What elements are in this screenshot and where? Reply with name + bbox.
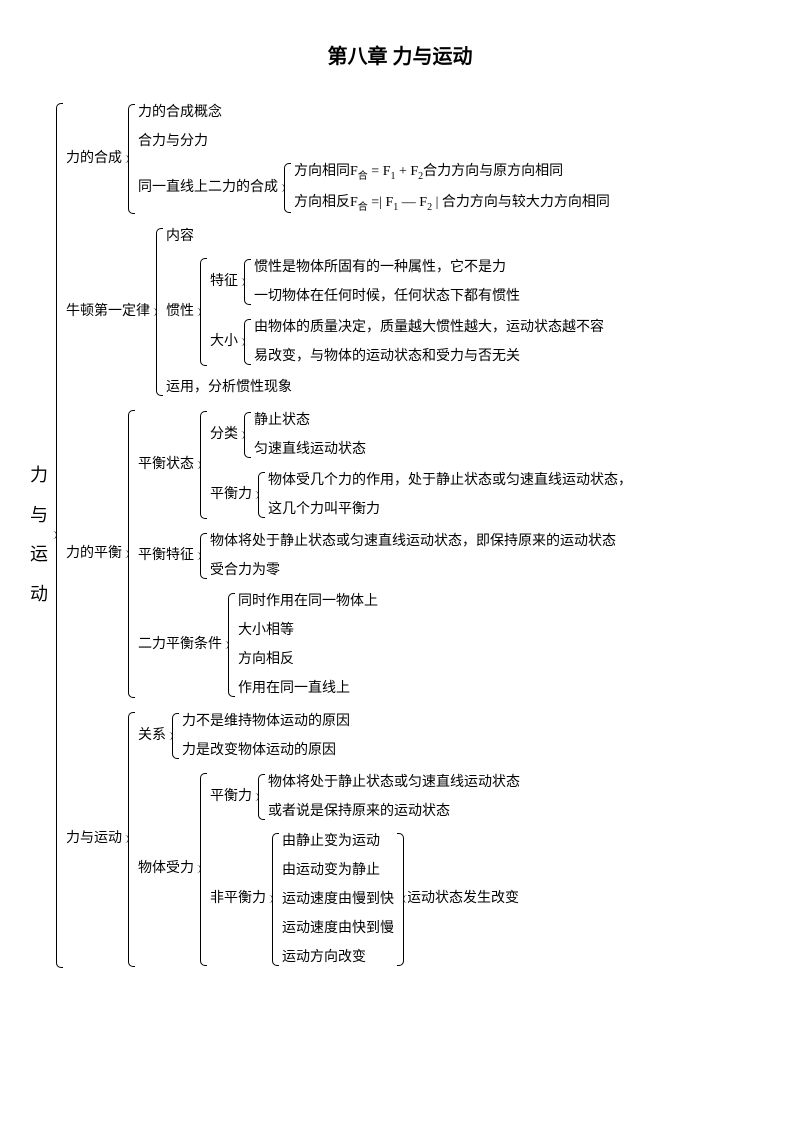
subtree: 平衡力 物体受几个力的作用，处于静止状态或匀速直线运动状态， 这几个力叫平衡力 [210, 468, 632, 522]
section-balance: 力的平衡 平衡状态 分类 静止状态 匀速直线运动状态 [66, 406, 632, 702]
leaf: 作用在同一直线上 [238, 677, 378, 700]
leaf: 内容 [166, 225, 604, 248]
leaf: 受合力为零 [210, 559, 616, 582]
subtree: 平衡特征 物体将处于静止状态或匀速直线运动状态，即保持原来的运动状态 受合力为零 [138, 529, 632, 583]
subtree: 物体受力 平衡力 物体将处于静止状态或匀速直线运动状态 或者说是保持原来的运动状… [138, 769, 522, 970]
brace-right-icon [397, 829, 407, 970]
label-newton: 牛顿第一定律 [66, 302, 153, 322]
subtree: 同一直线上二力的合成 方向相同F合 = F1 + F2合力方向与原方向相同 方向… [138, 159, 610, 217]
leaf: 这几个力叫平衡力 [268, 498, 632, 521]
subtree: 大小 由物体的质量决定，质量越大惯性越大，运动状态越不容 易改变，与物体的运动状… [210, 315, 604, 369]
label: 平衡力 [210, 485, 255, 505]
leaf: 运动方向改变 [282, 946, 394, 969]
brace-icon [241, 315, 251, 369]
label: 分类 [210, 425, 241, 445]
brace-icon [197, 407, 207, 523]
label: 平衡特征 [138, 546, 197, 566]
brace-icon [197, 254, 207, 370]
brace-icon [197, 769, 207, 970]
label-balance: 力的平衡 [66, 544, 125, 564]
leaf: 匀速直线运动状态 [254, 438, 366, 461]
subtree-inertia: 惯性 特征 惯性是物体所固有的一种属性，它不是力 一切物体在任何时候，任何状态下… [166, 254, 604, 370]
brace-icon [269, 829, 279, 970]
leaf: 静止状态 [254, 409, 366, 432]
brace-icon [153, 224, 163, 400]
leaf: 方向相反 [238, 648, 378, 671]
leaf: 或者说是保持原来的运动状态 [268, 800, 520, 823]
root-tree: 力与运动 力的合成 力的合成概念 合力与分力 同一直线上二力的合成 方向相同F合… [30, 99, 770, 972]
subtree: 特征 惯性是物体所固有的一种属性，它不是力 一切物体在任何时候，任何状态下都有惯… [210, 255, 604, 309]
leaf: 由物体的质量决定，质量越大惯性越大，运动状态越不容 [254, 316, 604, 339]
leaf: 一切物体在任何时候，任何状态下都有惯性 [254, 285, 520, 308]
label: 平衡力 [210, 787, 255, 807]
label: 同一直线上二力的合成 [138, 178, 281, 198]
section-newton: 牛顿第一定律 内容 惯性 特征 惯性是物体所固有的一种属性，它不是力 一切物体在… [66, 224, 632, 400]
root-label: 力与运动 [30, 456, 53, 614]
brace-icon [197, 529, 207, 583]
subtree: 二力平衡条件 同时作用在同一物体上 大小相等 方向相反 作用在同一直线上 [138, 589, 632, 701]
leaf: 运用，分析惯性现象 [166, 376, 604, 399]
brace-icon [125, 100, 135, 218]
leaf: 易改变，与物体的运动状态和受力与否无关 [254, 345, 604, 368]
leaf: 合力与分力 [138, 130, 610, 153]
brace-icon [225, 589, 235, 701]
label: 物体受力 [138, 859, 197, 879]
section-force-motion: 力与运动 关系 力不是维持物体运动的原因 力是改变物体运动的原因 物体受力 [66, 708, 632, 971]
brace-icon [241, 255, 251, 309]
label: 非平衡力 [210, 889, 269, 909]
leaf: 力不是维持物体运动的原因 [182, 710, 350, 733]
leaf: 物体将处于静止状态或匀速直线运动状态 [268, 771, 520, 794]
label-force-motion: 力与运动 [66, 829, 125, 849]
brace-icon [255, 468, 265, 522]
brace-icon [125, 708, 135, 971]
label: 平衡状态 [138, 455, 197, 475]
label: 二力平衡条件 [138, 635, 225, 655]
leaf: 惯性是物体所固有的一种属性，它不是力 [254, 256, 520, 279]
leaf: 力的合成概念 [138, 101, 610, 124]
brace-icon [169, 709, 179, 763]
brace-icon [281, 159, 291, 217]
label: 大小 [210, 332, 241, 352]
label: 关系 [138, 726, 169, 746]
brace-icon [53, 99, 63, 972]
label-composition: 力的合成 [66, 149, 125, 169]
leaf-formula: 方向相反F合 =| F1 — F2 | 合力方向与较大力方向相同 [294, 191, 610, 216]
subtree-nonbalanced: 非平衡力 由静止变为运动 由运动变为静止 运动速度由慢到快 运动速度由快到慢 运… [210, 829, 522, 970]
leaf: 运动速度由慢到快 [282, 888, 394, 911]
leaf: 力是改变物体运动的原因 [182, 739, 350, 762]
subtree: 平衡力 物体将处于静止状态或匀速直线运动状态 或者说是保持原来的运动状态 [210, 770, 522, 824]
subtree: 平衡状态 分类 静止状态 匀速直线运动状态 平衡力 [138, 407, 632, 523]
leaf: 大小相等 [238, 619, 378, 642]
section-composition: 力的合成 力的合成概念 合力与分力 同一直线上二力的合成 方向相同F合 = F1… [66, 100, 632, 218]
tail-label: 运动状态发生改变 [407, 889, 522, 909]
leaf: 由静止变为运动 [282, 830, 394, 853]
brace-icon [125, 406, 135, 702]
label: 特征 [210, 272, 241, 292]
leaf: 由运动变为静止 [282, 859, 394, 882]
leaf-formula: 方向相同F合 = F1 + F2合力方向与原方向相同 [294, 160, 610, 185]
leaf: 物体受几个力的作用，处于静止状态或匀速直线运动状态， [268, 469, 632, 492]
page-title: 第八章 力与运动 [30, 40, 770, 69]
leaf: 物体将处于静止状态或匀速直线运动状态，即保持原来的运动状态 [210, 530, 616, 553]
subtree: 分类 静止状态 匀速直线运动状态 [210, 408, 632, 462]
subtree: 关系 力不是维持物体运动的原因 力是改变物体运动的原因 [138, 709, 522, 763]
brace-icon [255, 770, 265, 824]
leaf: 同时作用在同一物体上 [238, 590, 378, 613]
leaf: 运动速度由快到慢 [282, 917, 394, 940]
brace-icon [241, 408, 251, 462]
label: 惯性 [166, 302, 197, 322]
